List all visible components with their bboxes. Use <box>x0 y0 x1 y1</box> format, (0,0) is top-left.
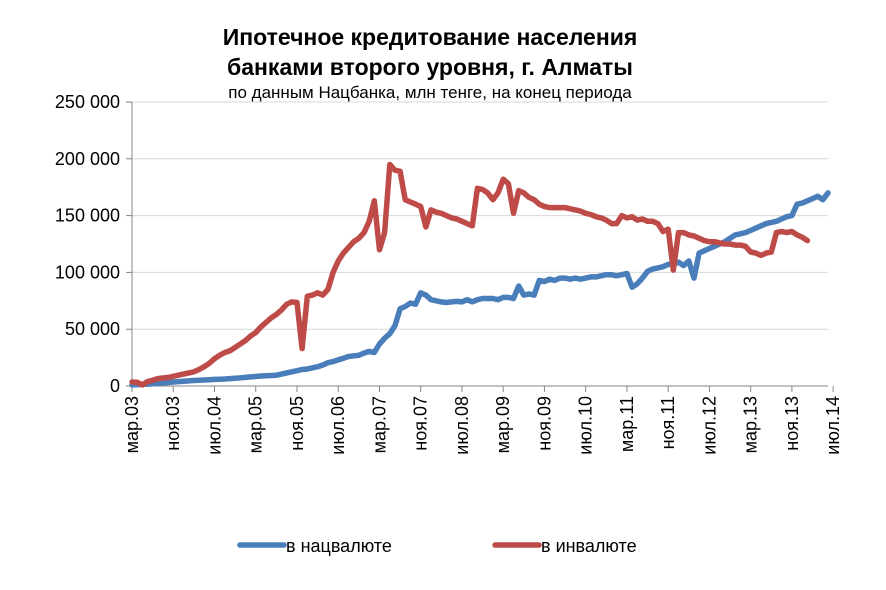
x-tick-label: июл.08 <box>452 396 472 455</box>
x-tick-label: мар.05 <box>246 396 266 453</box>
x-tick-label: июл.04 <box>204 396 224 455</box>
x-tick-label: мар.13 <box>741 396 761 453</box>
x-tick-label: июл.12 <box>699 396 719 455</box>
legend-label-2: в инвалюте <box>541 536 637 556</box>
legend-label-1: в нацвалюте <box>286 536 392 556</box>
series-lines <box>129 161 831 388</box>
y-tick-label: 50 000 <box>65 319 120 339</box>
y-tick-label: 100 000 <box>55 262 120 282</box>
grid-lines <box>132 101 828 330</box>
y-tick-label: 200 000 <box>55 149 120 169</box>
x-tick-label: ноя.07 <box>411 396 431 451</box>
x-tick-label: мар.09 <box>493 396 513 453</box>
y-tick-label: 250 000 <box>55 92 120 112</box>
x-tick-label: мар.11 <box>617 396 637 452</box>
x-tick-label: июл.10 <box>576 396 596 455</box>
chart-subtitle: по данным Нацбанка, млн тенге, на конец … <box>228 83 632 102</box>
series-line-1 <box>129 190 831 388</box>
legend: в нацвалюте в инвалюте <box>237 536 637 556</box>
series-line-2 <box>129 161 811 388</box>
y-tick-label: 150 000 <box>55 206 120 226</box>
x-tick-label: мар.07 <box>369 396 389 453</box>
x-tick-label: ноя.03 <box>163 396 183 451</box>
x-tick-label: июл.06 <box>328 396 348 455</box>
x-tick-label: ноя.09 <box>534 396 554 451</box>
x-tick-label: ноя.13 <box>782 396 802 451</box>
x-tick-label: июл.14 <box>823 396 843 455</box>
chart-title-line1: Ипотечное кредитование населения <box>223 24 638 50</box>
x-tick-label: ноя.05 <box>287 396 307 451</box>
axes <box>126 101 834 392</box>
y-tick-labels: 0 50 000 100 000 150 000 200 000 250 000 <box>55 92 120 396</box>
x-tick-label: ноя.11 <box>658 396 678 449</box>
chart-title-line2: банками второго уровня, г. Алматы <box>227 54 633 80</box>
y-tick-label: 0 <box>110 376 120 396</box>
x-tick-label: мар.03 <box>122 396 142 453</box>
x-tick-labels: мар.03 ноя.03 июл.04 мар.05 ноя.05 июл.06 мар.… <box>122 396 843 455</box>
